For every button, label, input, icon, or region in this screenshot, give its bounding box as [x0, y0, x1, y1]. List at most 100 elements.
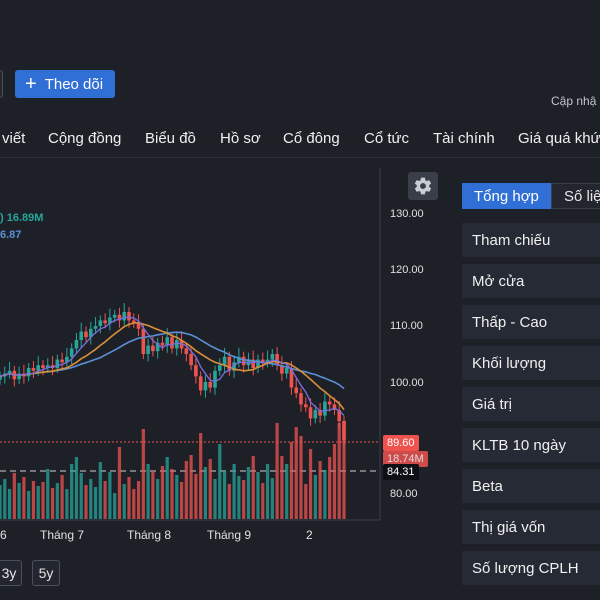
candle-body [136, 323, 141, 329]
candle-body [303, 404, 308, 408]
volume-bar [70, 464, 74, 519]
previous-button-edge[interactable] [0, 70, 3, 98]
candle-body [112, 314, 117, 318]
price-chart[interactable] [0, 168, 440, 600]
volume-bar [323, 470, 327, 519]
volume-bar [337, 423, 341, 519]
volume-bar [146, 464, 150, 519]
candle-body [237, 356, 241, 363]
tab-figures[interactable]: Số liệ [551, 183, 600, 209]
nav-item-price-history[interactable]: Giá quá khứ [518, 130, 600, 147]
volume-bar [156, 479, 160, 519]
stat-row-beta: Beta [462, 469, 600, 503]
candle-body [194, 365, 198, 377]
candle-body [280, 365, 284, 374]
volume-bar [213, 479, 217, 519]
stat-row-avg-volume-10d: KLTB 10 ngày [462, 428, 600, 462]
y-tick-label: 110.00 [390, 320, 423, 332]
candle-body [213, 370, 217, 388]
x-tick-label: 2 [306, 528, 313, 542]
candle-body [318, 410, 322, 416]
candle-body [299, 393, 303, 405]
volume-bar [55, 483, 59, 519]
candle-body [337, 410, 342, 422]
y-tick-label: 100.00 [390, 377, 424, 389]
volume-bar [179, 482, 184, 519]
volume-bar [184, 461, 188, 519]
volume-bar [265, 464, 270, 519]
candle-body [141, 328, 146, 354]
candle-body [88, 328, 93, 338]
candle-body [165, 337, 170, 346]
stat-row-reference: Tham chiếu [462, 223, 600, 257]
candle-body [55, 359, 60, 368]
candle-body [127, 312, 131, 321]
y-tick-label: 120.00 [390, 264, 424, 276]
follow-button-label: Theo dõi [44, 75, 104, 93]
crosshair-price-tag: 84.31 [383, 464, 419, 480]
candle-body [184, 348, 189, 354]
candle-body [160, 342, 165, 346]
volume-bar [318, 461, 322, 519]
volume-bar [98, 462, 102, 519]
ma-legend: 6.87 [0, 229, 22, 241]
volume-bar [60, 475, 64, 519]
candle-body [265, 359, 270, 363]
nav-item-shareholders[interactable]: Cổ đông [283, 130, 340, 147]
candle-body [323, 401, 327, 416]
nav-item-articles[interactable]: viết [2, 130, 26, 147]
volume-bar [31, 481, 36, 519]
volume-bar [232, 464, 236, 519]
volume-bar [275, 423, 279, 519]
volume-bar [170, 469, 174, 519]
volume-bar [136, 481, 141, 519]
nav-item-community[interactable]: Cộng đồng [48, 130, 122, 147]
x-tick-label: Tháng 8 [127, 528, 172, 542]
volume-bar [194, 474, 198, 519]
volume-bar [3, 479, 7, 519]
range-5y-button[interactable]: 5y [32, 560, 60, 586]
stat-row-open: Mở cửa [462, 264, 600, 298]
candle-body [26, 368, 31, 377]
volume-bar [22, 477, 26, 519]
candle-body [222, 356, 227, 366]
gear-icon [414, 177, 432, 195]
volume-bar [46, 469, 50, 519]
volume-bar [17, 483, 21, 519]
volume-bar [84, 485, 88, 519]
candle-body [170, 337, 174, 349]
candle-body [108, 317, 112, 324]
follow-button[interactable]: + Theo dõi [15, 70, 115, 98]
candle-body [7, 370, 12, 374]
y-tick-label: 80.00 [390, 488, 418, 500]
candle-body [74, 340, 79, 349]
candle-body [294, 387, 299, 394]
chart-settings-button[interactable] [408, 172, 438, 200]
nav-item-chart[interactable]: Biểu đồ [145, 130, 196, 147]
volume-bar [93, 487, 98, 519]
volume-bar [294, 427, 298, 519]
nav-item-financials[interactable]: Tài chính [433, 130, 495, 147]
stat-row-value: Giá trị [462, 387, 600, 421]
volume-bars [0, 421, 346, 519]
candle-body [98, 320, 103, 326]
candle-body [203, 382, 208, 391]
candle-body [189, 354, 193, 366]
volume-bar [242, 480, 246, 519]
nav-item-profile[interactable]: Hồ sơ [220, 130, 261, 147]
candle-body [103, 320, 107, 324]
tab-summary[interactable]: Tổng hợp [462, 183, 551, 209]
volume-bar [328, 457, 332, 519]
range-3y-button[interactable]: 3y [0, 560, 22, 586]
x-tick-label: Tháng 9 [207, 528, 252, 542]
nav-item-dividends[interactable]: Cổ tức [364, 130, 410, 147]
volume-bar [50, 488, 55, 519]
volume-bar [89, 479, 93, 519]
candle-body [93, 326, 98, 329]
candle-body [198, 376, 203, 391]
volume-bar [280, 456, 284, 519]
volume-bar [103, 481, 107, 519]
section-nav: viết Cộng đồng Biểu đồ Hồ sơ Cổ đông Cổ … [0, 118, 600, 158]
x-tick-label: Tháng 7 [40, 528, 85, 542]
candle-body [241, 356, 246, 366]
